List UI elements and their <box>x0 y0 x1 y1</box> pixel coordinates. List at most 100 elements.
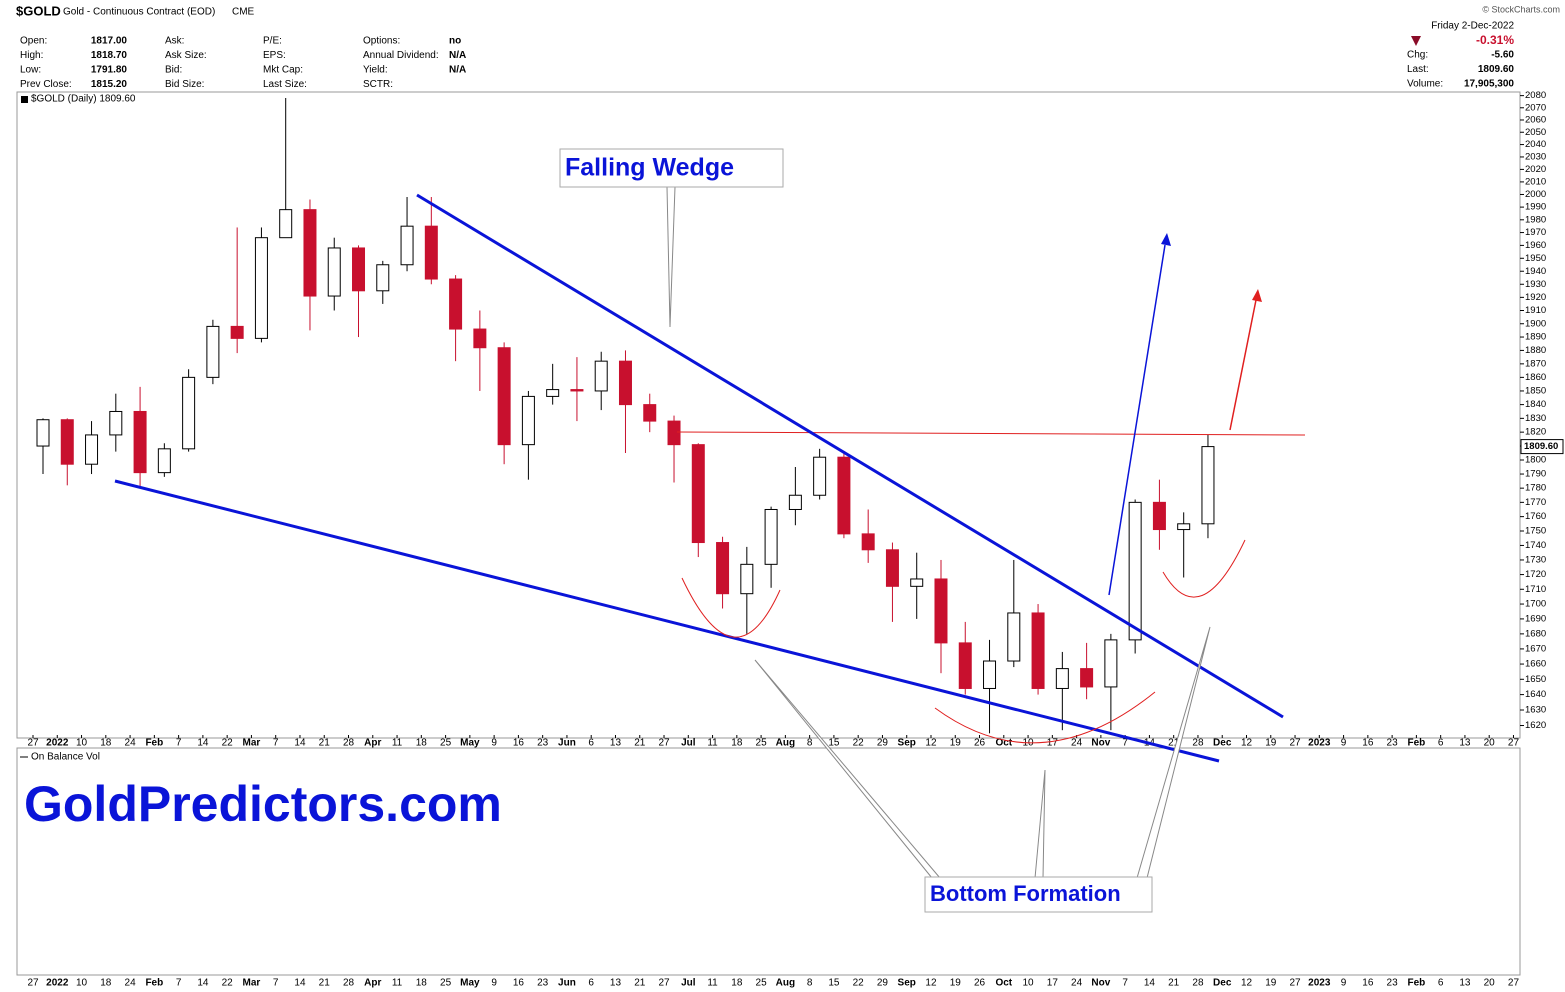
x-tick-label: 7 <box>273 738 279 749</box>
x-tick-label: 16 <box>513 738 525 749</box>
red-arrowhead <box>1252 289 1262 302</box>
candle-body <box>400 225 414 266</box>
x-tick-label: 6 <box>1438 978 1444 989</box>
candle-body <box>1055 668 1069 689</box>
x-tick-label: 23 <box>1387 738 1399 749</box>
candle-body <box>473 328 487 349</box>
stat-label: Options: <box>363 36 400 47</box>
candle-body <box>716 542 730 595</box>
x-tick-label: Dec <box>1213 978 1232 989</box>
x-tick-label: Feb <box>145 738 163 749</box>
x-tick-label: 25 <box>756 738 768 749</box>
candle-body <box>376 264 390 292</box>
y-tick-label: 1920 <box>1525 292 1546 303</box>
x-tick-label: 19 <box>1265 738 1277 749</box>
x-tick-label: 24 <box>1071 978 1083 989</box>
x-tick-label: 21 <box>1168 978 1180 989</box>
x-tick-label: Feb <box>145 978 163 989</box>
y-tick-label: 1840 <box>1525 399 1546 410</box>
y-tick-label: 1900 <box>1525 318 1546 329</box>
y-tick-label: 1990 <box>1525 202 1546 213</box>
x-tick-label: 29 <box>877 978 889 989</box>
candle-body <box>279 209 293 239</box>
x-tick-label: 28 <box>343 978 355 989</box>
x-tick-label: 14 <box>197 978 209 989</box>
bottom-pointer-2 <box>1034 769 1046 879</box>
x-tick-label: 24 <box>125 978 137 989</box>
x-tick-label: 27 <box>658 738 670 749</box>
stat-value: 1815.20 <box>91 79 128 90</box>
candle-body <box>36 419 50 447</box>
quote-value: 17,905,300 <box>1464 79 1514 90</box>
x-tick-label: 8 <box>807 978 813 989</box>
x-tick-label: 10 <box>1023 978 1035 989</box>
x-tick-label: Mar <box>243 738 261 749</box>
x-tick-label: 25 <box>440 738 452 749</box>
annotations: Falling Wedge Bottom Formation <box>114 148 1306 913</box>
candle-body <box>958 642 972 689</box>
stat-label: Bid Size: <box>165 79 204 90</box>
candle-body <box>327 247 341 297</box>
y-tick-label: 1880 <box>1525 345 1546 356</box>
x-tick-label: Jul <box>681 978 696 989</box>
candle-body <box>885 549 899 587</box>
candle-body <box>1177 523 1191 531</box>
y-tick-label: 1940 <box>1525 266 1546 277</box>
x-tick-label: 29 <box>877 738 889 749</box>
stat-label: Last Size: <box>263 79 307 90</box>
price-panel <box>16 91 1521 739</box>
y-tick-label: 1710 <box>1525 584 1546 595</box>
x-tick-label: 11 <box>392 978 403 989</box>
stat-label: P/E: <box>263 36 282 47</box>
last-price-tag <box>1520 439 1564 455</box>
y-tick-label: 1950 <box>1525 253 1546 264</box>
y-tick-label: 1650 <box>1525 674 1546 685</box>
y-tick-label: 1630 <box>1525 705 1546 716</box>
y-tick-label: 1780 <box>1525 483 1546 494</box>
x-tick-label: Aug <box>776 738 795 749</box>
x-tick-label: 26 <box>974 978 986 989</box>
x-tick-label: 18 <box>100 738 112 749</box>
x-tick-label: 19 <box>1265 978 1277 989</box>
x-tick-label: 20 <box>1484 738 1496 749</box>
quote-value: -5.60 <box>1491 50 1514 61</box>
y-tick-label: 1980 <box>1525 214 1546 225</box>
y-tick-label: 1660 <box>1525 659 1546 670</box>
candle-body <box>1007 612 1021 662</box>
x-tick-label: 13 <box>610 738 622 749</box>
stat-label: Yield: <box>363 65 388 76</box>
candle-body <box>1080 668 1094 688</box>
x-tick-label: 27 <box>658 978 670 989</box>
x-tick-label: 28 <box>343 738 355 749</box>
quote-label: Chg: <box>1407 50 1428 61</box>
candle-body <box>643 404 657 422</box>
copyright: © StockCharts.com <box>1482 4 1560 14</box>
y-tick-label: 2010 <box>1525 176 1546 187</box>
x-tick-label: Sep <box>898 978 916 989</box>
x-tick-label: 2023 <box>1308 738 1331 749</box>
x-tick-label: 28 <box>1192 978 1204 989</box>
stat-label: Prev Close: <box>20 79 72 90</box>
x-tick-label: May <box>460 738 480 749</box>
x-tick-label: Mar <box>243 978 261 989</box>
candle-body <box>230 325 244 339</box>
x-tick-label: 17 <box>1047 738 1059 749</box>
symbol: $GOLD <box>16 3 61 18</box>
lower-panel-label: On Balance Vol <box>31 752 100 763</box>
x-tick-label: 7 <box>1122 738 1128 749</box>
x-tick-label: 7 <box>176 978 182 989</box>
wedge-label: Falling Wedge <box>565 154 734 182</box>
stat-label: High: <box>20 50 43 61</box>
bottom-arc-1 <box>681 577 781 638</box>
candle-body <box>497 347 511 446</box>
x-tick-label: 16 <box>513 978 525 989</box>
x-tick-label: Jun <box>558 978 576 989</box>
x-tick-label: 15 <box>828 978 840 989</box>
x-tick-label: Nov <box>1091 978 1110 989</box>
x-tick-label: 14 <box>197 738 209 749</box>
x-tick-label: 19 <box>950 978 962 989</box>
x-tick-label: 14 <box>294 738 306 749</box>
x-tick-label: Oct <box>995 978 1012 989</box>
x-tick-label: 7 <box>273 978 279 989</box>
y-tick-label: 2050 <box>1525 127 1546 138</box>
